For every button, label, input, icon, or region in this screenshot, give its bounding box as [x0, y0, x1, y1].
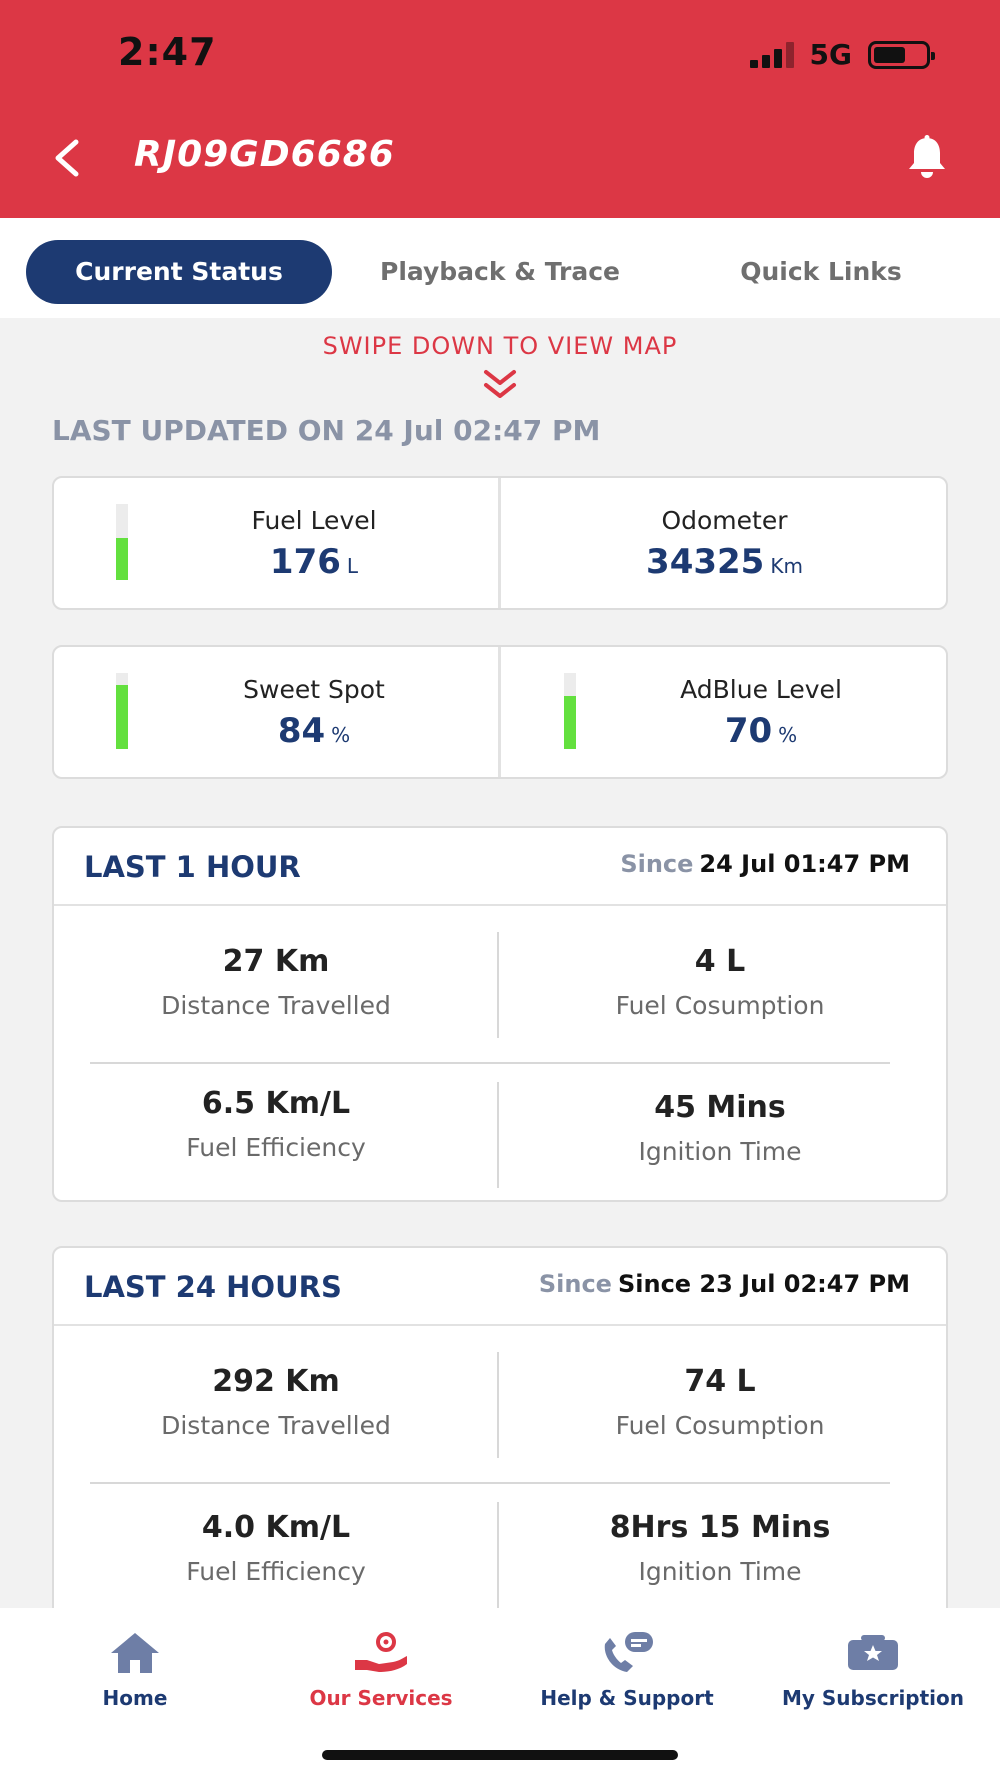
- signal-icon: [749, 41, 794, 68]
- vehicle-number-title: RJ09GD6686: [134, 134, 395, 175]
- fuel-level-value: 176 L: [269, 542, 359, 582]
- app-header: 2:47 5G RJ09GD6686: [0, 0, 1000, 218]
- fuel-odometer-card: Fuel Level 176 L Odometer 34325 Km: [52, 476, 948, 610]
- last-24-hours-card: LAST 24 HOURS Since Since 23 Jul 02:47 PM…: [52, 1246, 948, 1608]
- card-divider: [498, 478, 501, 608]
- bottom-nav: Home Our Services Help & Support My Subs…: [0, 1608, 1000, 1778]
- fuel-level-label: Fuel Level: [251, 506, 377, 535]
- adblue-gauge: [564, 673, 576, 749]
- battery-icon: [868, 40, 935, 69]
- section-divider: [54, 1324, 946, 1326]
- tab-quick-links[interactable]: Quick Links: [740, 257, 902, 286]
- status-icons: 5G: [749, 38, 935, 71]
- stat-divider: [90, 1482, 890, 1484]
- status-content[interactable]: SWIPE DOWN TO VIEW MAP LAST UPDATED ON 2…: [0, 318, 1000, 1608]
- distance-travelled-stat: 292 Km Distance Travelled: [161, 1364, 391, 1440]
- nav-our-services-label: Our Services: [309, 1686, 453, 1710]
- support-icon: [604, 1632, 653, 1672]
- odometer-value: 34325 Km: [646, 542, 803, 582]
- fuel-consumption-stat: 4 L Fuel Cosumption: [615, 944, 825, 1020]
- tab-bar: Current Status Playback & Trace Quick Li…: [0, 218, 1000, 318]
- nav-help-support-label: Help & Support: [540, 1686, 714, 1710]
- fuel-efficiency-stat: 6.5 Km/L Fuel Efficiency: [186, 1086, 366, 1162]
- stat-divider: [497, 1352, 499, 1458]
- adblue-value: 70%: [724, 711, 798, 751]
- odometer-label: Odometer: [661, 506, 788, 535]
- stat-divider: [497, 932, 499, 1038]
- tab-playback-trace[interactable]: Playback & Trace: [380, 257, 620, 286]
- stat-divider: [497, 1082, 499, 1188]
- fuel-efficiency-stat: 4.0 Km/L Fuel Efficiency: [186, 1510, 366, 1586]
- adblue-label: AdBlue Level: [680, 675, 842, 704]
- fuel-level-cell[interactable]: Fuel Level 176 L: [54, 478, 500, 608]
- since-label: Since Since 23 Jul 02:47 PM: [538, 1270, 910, 1298]
- last-1-hour-card: LAST 1 HOUR Since 24 Jul 01:47 PM 27 Km D…: [52, 826, 948, 1202]
- double-chevron-down-icon[interactable]: [482, 368, 518, 402]
- nav-home-label: Home: [102, 1686, 168, 1710]
- nav-my-subscription[interactable]: My Subscription: [748, 1630, 998, 1710]
- sweet-spot-label: Sweet Spot: [243, 675, 385, 704]
- section-title: LAST 24 HOURS: [84, 1270, 342, 1304]
- fuel-consumption-stat: 74 L Fuel Cosumption: [615, 1364, 825, 1440]
- nav-home[interactable]: Home: [10, 1630, 260, 1710]
- section-divider: [54, 904, 946, 906]
- bell-icon[interactable]: [904, 134, 950, 180]
- services-icon: [355, 1632, 407, 1672]
- ignition-time-stat: 8Hrs 15 Mins Ignition Time: [609, 1510, 831, 1586]
- back-arrow-icon[interactable]: [46, 136, 90, 180]
- sweetspot-adblue-card: Sweet Spot 84% AdBlue Level 70%: [52, 645, 948, 779]
- fuel-gauge: [116, 504, 128, 580]
- nav-our-services[interactable]: Our Services: [256, 1630, 506, 1710]
- nav-help-support[interactable]: Help & Support: [502, 1630, 752, 1710]
- sweet-spot-cell[interactable]: Sweet Spot 84%: [54, 647, 500, 777]
- stat-divider: [497, 1502, 499, 1608]
- adblue-cell[interactable]: AdBlue Level 70%: [501, 647, 948, 777]
- since-label: Since 24 Jul 01:47 PM: [620, 850, 910, 878]
- home-icon: [111, 1633, 159, 1673]
- section-title: LAST 1 HOUR: [84, 850, 301, 884]
- odometer-cell[interactable]: Odometer 34325 Km: [501, 478, 948, 608]
- tab-current-status[interactable]: Current Status: [26, 240, 332, 304]
- subscription-icon: [848, 1635, 898, 1670]
- last-updated: LAST UPDATED ON 24 Jul 02:47 PM: [52, 414, 601, 447]
- network-label: 5G: [809, 38, 852, 71]
- nav-my-subscription-label: My Subscription: [781, 1686, 965, 1710]
- distance-travelled-stat: 27 Km Distance Travelled: [161, 944, 391, 1020]
- stat-divider: [90, 1062, 890, 1064]
- ignition-time-stat: 45 Mins Ignition Time: [638, 1090, 802, 1166]
- swipe-hint[interactable]: SWIPE DOWN TO VIEW MAP: [322, 332, 678, 360]
- status-time: 2:47: [118, 30, 217, 74]
- home-indicator[interactable]: [322, 1750, 678, 1760]
- sweet-spot-value: 84%: [277, 711, 351, 751]
- card-divider: [498, 647, 501, 777]
- sweet-spot-gauge: [116, 673, 128, 749]
